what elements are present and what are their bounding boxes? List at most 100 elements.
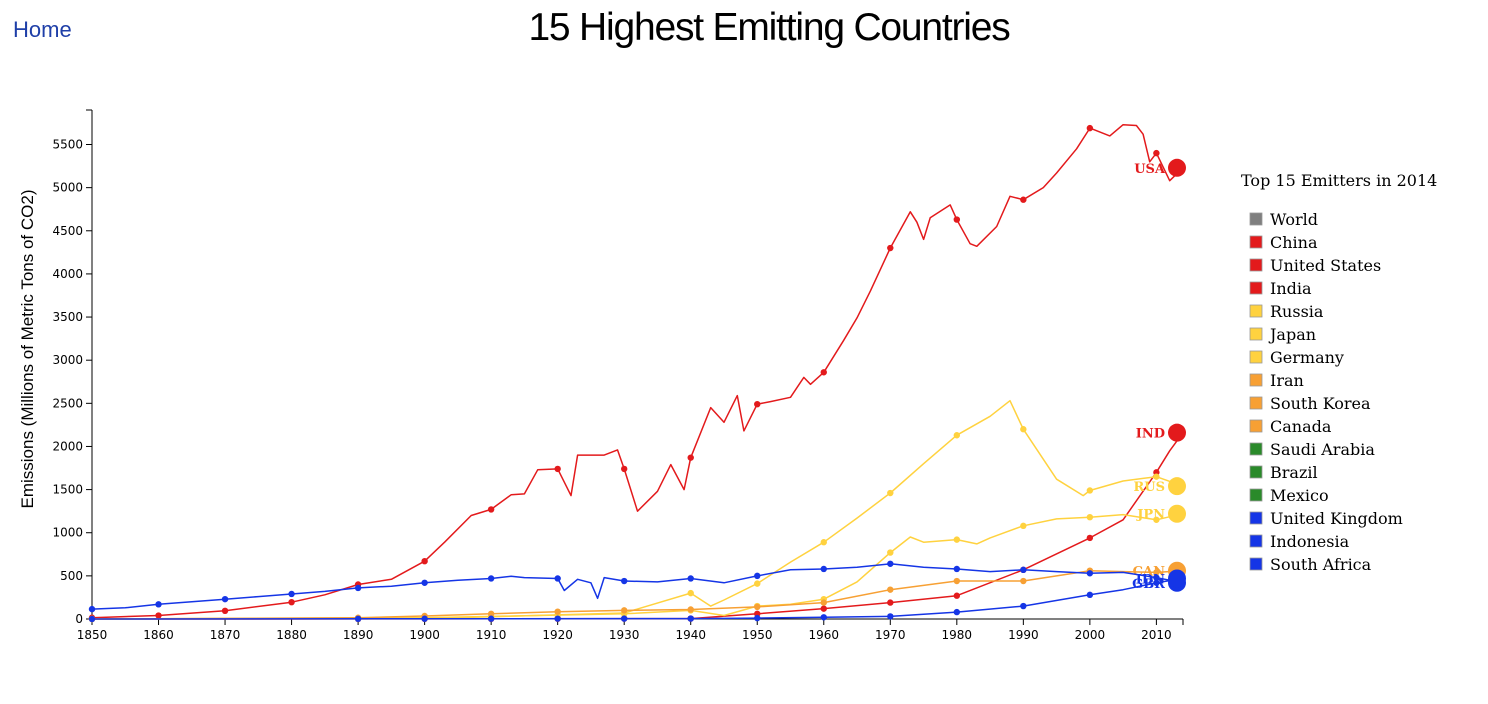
legend-item-china[interactable]: China: [1249, 233, 1318, 252]
end-marker-india[interactable]: [1168, 423, 1186, 442]
data-point-united-kingdom[interactable]: [155, 601, 162, 608]
data-point-united-kingdom[interactable]: [1086, 570, 1094, 577]
data-point-united-kingdom[interactable]: [1153, 574, 1160, 581]
data-point-united-kingdom[interactable]: [887, 560, 894, 567]
series-line-japan[interactable]: [91, 512, 1184, 620]
legend-item-indonesia[interactable]: Indonesia: [1249, 532, 1350, 551]
data-point-united-states[interactable]: [487, 506, 495, 513]
data-point-canada[interactable]: [754, 603, 761, 611]
data-point-united-states[interactable]: [554, 465, 561, 473]
data-point-canada[interactable]: [554, 608, 561, 615]
data-point-indonesia[interactable]: [953, 608, 961, 616]
data-point-canada[interactable]: [620, 607, 628, 614]
data-point-russia[interactable]: [1020, 426, 1027, 433]
series-line-united-kingdom[interactable]: [91, 563, 1184, 610]
data-point-united-kingdom[interactable]: [288, 590, 295, 598]
data-point-united-kingdom[interactable]: [221, 595, 229, 603]
legend-item-mexico[interactable]: Mexico: [1249, 486, 1329, 505]
data-point-indonesia[interactable]: [354, 615, 362, 623]
data-point-indonesia[interactable]: [754, 614, 761, 622]
end-marker-united-states[interactable]: [1168, 158, 1186, 177]
legend-item-world[interactable]: World: [1249, 210, 1318, 229]
data-point-canada[interactable]: [487, 610, 495, 618]
data-point-united-kingdom[interactable]: [421, 579, 428, 586]
legend-item-russia[interactable]: Russia: [1249, 302, 1324, 321]
end-marker-indonesia[interactable]: [1168, 569, 1186, 588]
series-line-canada[interactable]: [91, 569, 1184, 620]
data-point-united-states[interactable]: [155, 612, 162, 619]
data-point-indonesia[interactable]: [620, 615, 628, 622]
end-marker-japan[interactable]: [1168, 504, 1186, 523]
data-point-united-kingdom[interactable]: [354, 584, 362, 592]
data-point-united-states[interactable]: [687, 454, 694, 461]
data-point-united-kingdom[interactable]: [754, 572, 761, 580]
data-point-united-states[interactable]: [620, 465, 628, 473]
end-marker-russia[interactable]: [1168, 477, 1186, 496]
data-point-united-kingdom[interactable]: [554, 575, 561, 582]
data-point-russia[interactable]: [887, 489, 894, 497]
data-point-united-states[interactable]: [820, 369, 827, 376]
legend-item-saudi-arabia[interactable]: Saudi Arabia: [1249, 440, 1375, 459]
data-point-indonesia[interactable]: [1153, 579, 1160, 586]
legend-item-united-kingdom[interactable]: United Kingdom: [1249, 509, 1403, 528]
legend-item-germany[interactable]: Germany: [1249, 348, 1344, 367]
legend-item-canada[interactable]: Canada: [1249, 417, 1332, 436]
data-point-united-states[interactable]: [421, 557, 428, 565]
data-point-united-kingdom[interactable]: [620, 577, 628, 585]
data-point-canada[interactable]: [1020, 577, 1027, 585]
series-line-india[interactable]: [91, 432, 1184, 620]
legend-item-brazil[interactable]: Brazil: [1249, 463, 1318, 482]
data-point-canada[interactable]: [687, 606, 694, 613]
data-point-united-states[interactable]: [754, 400, 761, 408]
data-point-canada[interactable]: [820, 599, 827, 606]
data-point-united-kingdom[interactable]: [1020, 566, 1027, 574]
data-point-india[interactable]: [953, 592, 961, 599]
data-point-russia[interactable]: [820, 539, 827, 546]
data-point-united-states[interactable]: [288, 598, 295, 606]
data-point-united-kingdom[interactable]: [953, 565, 961, 573]
legend-item-south-korea[interactable]: South Korea: [1249, 394, 1371, 413]
data-point-india[interactable]: [887, 599, 894, 606]
data-point-indonesia[interactable]: [1086, 591, 1094, 599]
data-point-japan[interactable]: [1086, 514, 1094, 521]
data-point-united-kingdom[interactable]: [487, 575, 495, 582]
data-point-japan[interactable]: [1020, 522, 1027, 530]
data-point-russia[interactable]: [953, 432, 961, 439]
legend-item-south-africa[interactable]: South Africa: [1249, 555, 1372, 574]
data-point-indonesia[interactable]: [820, 614, 827, 621]
data-point-united-kingdom[interactable]: [820, 565, 827, 573]
legend-item-japan[interactable]: Japan: [1249, 325, 1316, 344]
data-point-canada[interactable]: [1153, 569, 1160, 576]
data-point-united-states[interactable]: [887, 244, 894, 252]
data-point-indonesia[interactable]: [1020, 602, 1027, 610]
data-point-indonesia[interactable]: [887, 613, 894, 620]
data-point-indonesia[interactable]: [554, 615, 561, 622]
data-point-india[interactable]: [820, 605, 827, 612]
data-point-indonesia[interactable]: [88, 615, 96, 623]
data-point-united-states[interactable]: [221, 607, 229, 615]
data-point-japan[interactable]: [1153, 516, 1160, 523]
data-point-canada[interactable]: [887, 586, 894, 593]
data-point-russia[interactable]: [1086, 487, 1094, 494]
series-line-united-states[interactable]: [91, 123, 1184, 619]
data-point-united-kingdom[interactable]: [88, 605, 96, 613]
legend-item-iran[interactable]: Iran: [1249, 371, 1304, 390]
data-point-japan[interactable]: [953, 536, 961, 543]
data-point-united-kingdom[interactable]: [687, 575, 694, 582]
data-point-india[interactable]: [1086, 534, 1094, 542]
series-line-russia[interactable]: [91, 399, 1184, 620]
data-point-russia[interactable]: [754, 580, 761, 587]
data-point-canada[interactable]: [953, 577, 961, 585]
data-point-russia[interactable]: [687, 589, 694, 597]
data-point-indonesia[interactable]: [687, 615, 694, 622]
data-point-united-states[interactable]: [953, 216, 961, 223]
data-point-united-states[interactable]: [1086, 124, 1094, 132]
legend-item-india[interactable]: India: [1249, 279, 1312, 298]
data-point-russia[interactable]: [1153, 473, 1160, 480]
legend-item-united-states[interactable]: United States: [1249, 256, 1381, 275]
home-link[interactable]: Home: [13, 17, 72, 42]
data-point-united-states[interactable]: [1153, 149, 1160, 157]
data-point-indonesia[interactable]: [487, 615, 495, 622]
data-point-united-states[interactable]: [1020, 196, 1027, 203]
data-point-indonesia[interactable]: [421, 615, 428, 622]
